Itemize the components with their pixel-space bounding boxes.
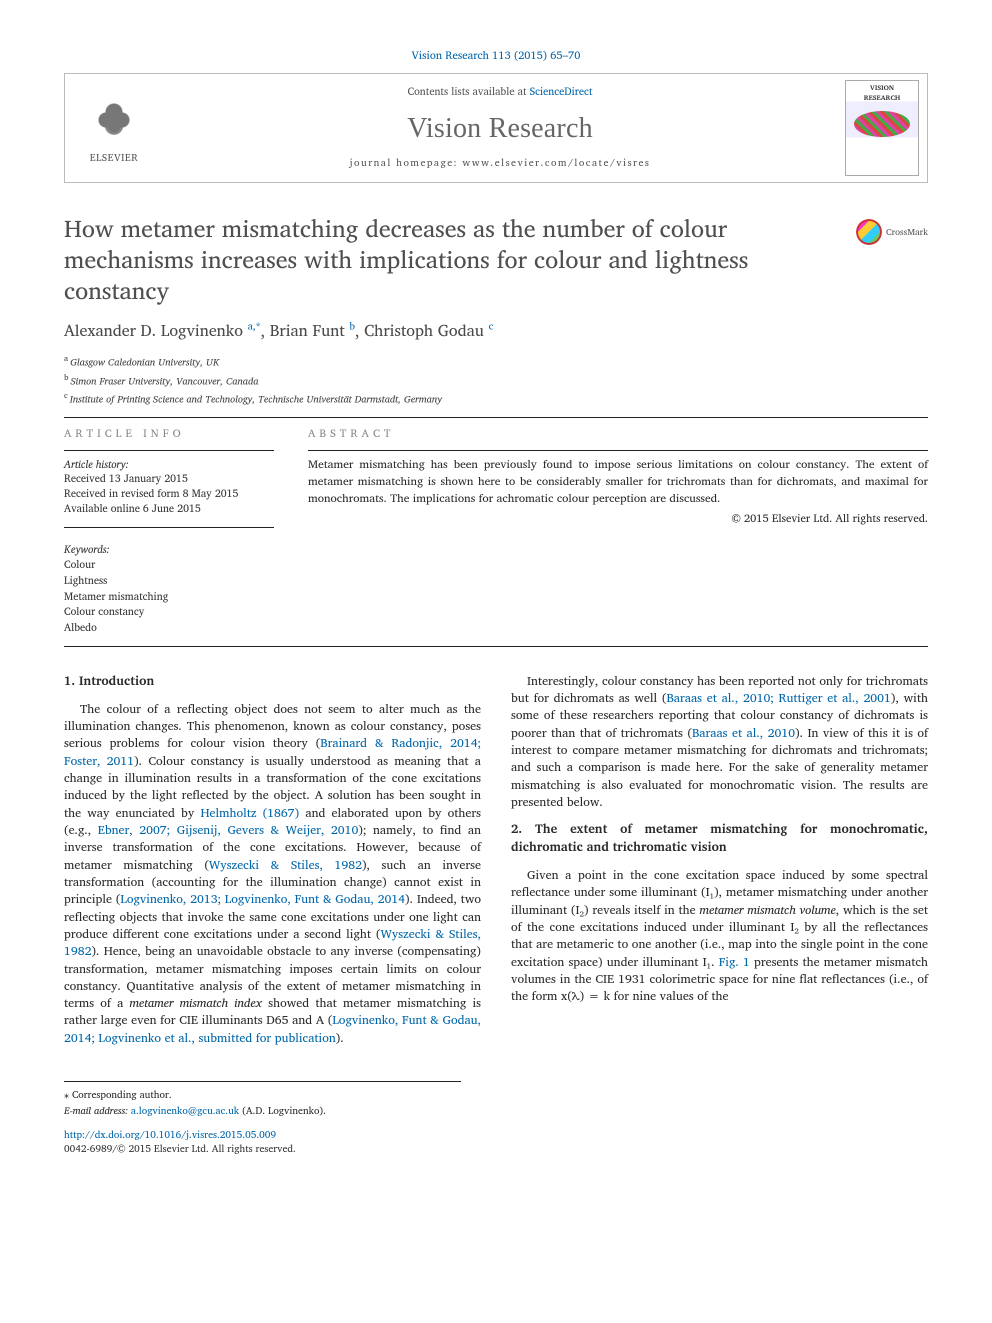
header-center: Contents lists available at ScienceDirec… [163,74,837,182]
abstract-text: Metamer mismatching has been previously … [308,457,928,507]
homepage-url[interactable]: www.elsevier.com/locate/visres [462,155,650,171]
elsevier-logo[interactable]: ELSEVIER [86,92,142,165]
info-abstract-row: ARTICLE INFO Article history: Received 1… [64,426,928,636]
abstract-rule [308,450,928,451]
para-1: The colour of a reflecting object does n… [64,701,481,1048]
keywords-label: Keywords: [64,542,274,557]
affiliations: aGlasgow Caledonian University, UK bSimo… [64,352,928,407]
email-label: E-mail address: [64,1103,131,1119]
elsevier-wordmark: ELSEVIER [90,151,138,165]
corr-text: Corresponding author. [72,1087,172,1103]
elsevier-tree-icon [86,92,142,148]
abstract: ABSTRACT Metamer mismatching has been pr… [308,426,928,636]
header-right: VISIONRESEARCH [837,74,927,182]
crossmark-label: CrossMark [886,226,928,239]
history-online: Available online 6 June 2015 [64,501,274,516]
body-columns: 1. Introduction The colour of a reflecti… [64,673,928,1047]
author-1[interactable]: Alexander D. Logvinenko a,* [64,318,261,344]
section-2-heading: 2. The extent of metamer mismatching for… [511,821,928,857]
affiliation-c: cInstitute of Printing Science and Techn… [64,389,928,407]
article-title: How metamer mismatching decreases as the… [64,213,840,305]
doi-line: http://dx.doi.org/10.1016/j.visres.2015.… [64,1128,928,1142]
sciencedirect-link[interactable]: ScienceDirect [530,82,593,100]
journal-header: ELSEVIER Contents lists available at Sci… [64,73,928,183]
authors-line: Alexander D. Logvinenko a,*, Brian Funt … [64,320,928,343]
affiliation-b: bSimon Fraser University, Vancouver, Can… [64,371,928,389]
corr-email-link[interactable]: a.logvinenko@gcu.ac.uk [131,1103,239,1119]
crossmark-icon [856,219,882,245]
keyword: Albedo [64,620,274,636]
abstract-copyright: © 2015 Elsevier Ltd. All rights reserved… [308,511,928,527]
citation-line: Vision Research 113 (2015) 65–70 [64,48,928,63]
corr-mark: ⁎ [64,1087,69,1103]
contents-prefix: Contents lists available at [408,82,530,100]
para-3: Given a point in the cone excitation spa… [511,867,928,1006]
article-info-head: ARTICLE INFO [64,426,274,441]
page: Vision Research 113 (2015) 65–70 ELSEVIE… [0,0,992,1196]
rule-top [64,417,928,418]
rule-bottom [64,646,928,647]
journal-homepage-line: journal homepage: www.elsevier.com/locat… [171,156,829,170]
journal-name: Vision Research [171,109,829,148]
corresponding-author-footnote: ⁎ Corresponding author. E-mail address: … [64,1081,461,1118]
publisher-logo-cell: ELSEVIER [65,74,163,182]
article-info: ARTICLE INFO Article history: Received 1… [64,426,274,636]
affiliation-a: aGlasgow Caledonian University, UK [64,352,928,370]
homepage-prefix: journal homepage: [350,155,463,171]
email-who: (A.D. Logvinenko). [239,1103,326,1119]
abstract-head: ABSTRACT [308,426,928,442]
author-3[interactable]: Christoph Godau c [364,318,493,344]
keywords-list: Colour Lightness Metamer mismatching Col… [64,557,274,636]
para-2: Interestingly, colour constancy has been… [511,673,928,812]
crossmark-badge[interactable]: CrossMark [856,219,928,245]
section-1-heading: 1. Introduction [64,673,481,691]
journal-cover-thumb[interactable]: VISIONRESEARCH [845,80,919,176]
author-2[interactable]: Brian Funt b [270,318,355,344]
info-rule-2 [64,527,274,528]
info-rule-1 [64,450,274,451]
issn-copyright-line: 0042-6989/© 2015 Elsevier Ltd. All right… [64,1142,928,1156]
contents-available-line: Contents lists available at ScienceDirec… [171,84,829,99]
